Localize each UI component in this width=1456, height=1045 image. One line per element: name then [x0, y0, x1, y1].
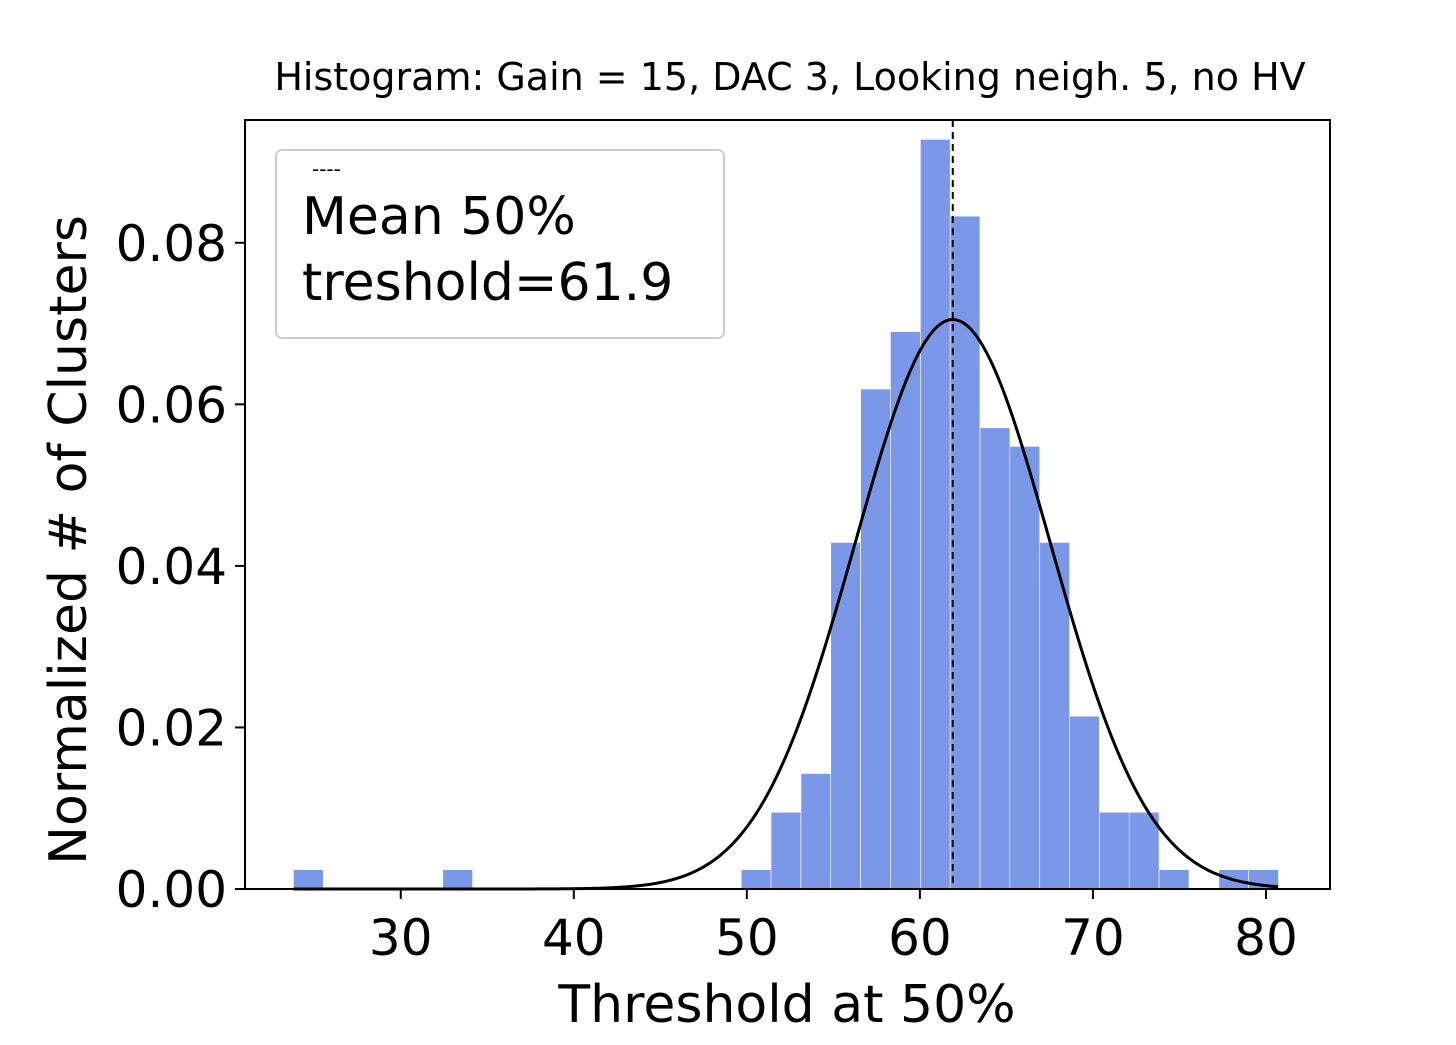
y-tick-label: 0.00: [116, 861, 227, 919]
histogram-bar: [979, 427, 1011, 890]
legend-label-line2: treshold=61.9: [302, 253, 673, 313]
histogram-bar: [740, 869, 772, 890]
histogram-bar: [920, 139, 951, 890]
x-tick-label: 30: [369, 909, 433, 967]
histogram-bar: [800, 773, 832, 890]
x-tick-label: 60: [888, 909, 952, 967]
legend-symbol: ----: [312, 157, 341, 181]
y-tick-label: 0.02: [116, 699, 227, 757]
y-tick-label: 0.04: [116, 538, 227, 596]
histogram-bar: [1128, 811, 1160, 890]
histogram-bars: [293, 139, 1279, 890]
chart-title: Histogram: Gain = 15, DAC 3, Looking nei…: [274, 55, 1305, 99]
histogram-bar: [860, 388, 891, 890]
legend-box: [275, 149, 725, 339]
histogram-bar: [770, 811, 802, 890]
y-tick-label: 0.08: [116, 215, 227, 273]
gaussian-fit-curve: [293, 318, 1279, 891]
histogram-bar: [949, 215, 981, 890]
histogram-bar: [1069, 715, 1100, 890]
y-axis-ticks: 0.00 0.02 0.04 0.06 0.08: [116, 215, 245, 919]
x-tick-label: 40: [542, 909, 606, 967]
x-tick-label: 80: [1234, 909, 1298, 967]
histogram-bar: [1039, 542, 1070, 890]
histogram-bar: [830, 542, 861, 890]
histogram-bar: [1009, 446, 1040, 890]
histogram-bar: [1099, 811, 1130, 890]
axes-frame: [244, 119, 1331, 890]
histogram-bar: [442, 869, 473, 890]
y-axis-label: Normalized # of Clusters: [39, 215, 99, 865]
plot-area: 30 40 50 60 70 80 0.00 0.02 0.04 0.06 0.08: [116, 119, 1331, 967]
histogram-bar: [293, 869, 324, 890]
histogram-bar: [1158, 869, 1190, 890]
legend: ---- Mean 50% treshold=61.9: [275, 149, 725, 339]
y-tick-label: 0.06: [116, 376, 227, 434]
x-tick-label: 70: [1061, 909, 1125, 967]
x-axis-label: Threshold at 50%: [557, 975, 1015, 1035]
x-axis-ticks: 30 40 50 60 70 80: [369, 889, 1298, 967]
legend-label-line1: Mean 50%: [302, 187, 576, 247]
x-tick-label: 50: [715, 909, 779, 967]
